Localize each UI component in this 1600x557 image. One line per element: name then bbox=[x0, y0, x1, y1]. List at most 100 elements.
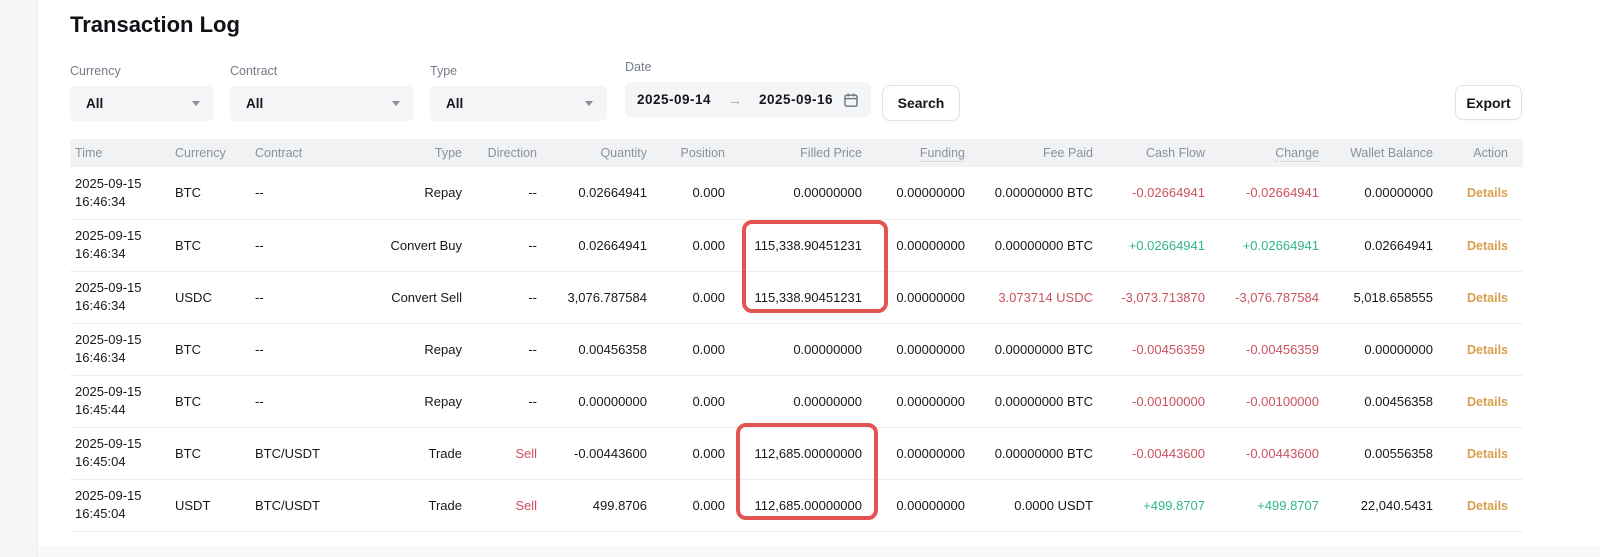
cell-time: 2025-09-15 16:46:34 bbox=[70, 167, 170, 220]
cell-time-text: 16:46:34 bbox=[75, 298, 126, 313]
details-link[interactable]: Details bbox=[1467, 394, 1508, 409]
column-header-wallet-balance: Wallet Balance bbox=[1327, 139, 1441, 167]
cell-contract: -- bbox=[250, 375, 390, 428]
transaction-table-body: 2025-09-15 16:46:34 BTC -- Repay -- 0.02… bbox=[70, 167, 1523, 532]
cell-action: Details bbox=[1441, 271, 1523, 324]
date-range-arrow-icon: → bbox=[728, 91, 742, 108]
currency-filter-label: Currency bbox=[70, 64, 121, 78]
column-header-filled-price: Filled Price bbox=[733, 139, 870, 167]
cell-time-text: 16:45:04 bbox=[75, 506, 126, 521]
calendar-icon[interactable] bbox=[843, 92, 859, 108]
cell-direction: -- bbox=[470, 323, 545, 376]
cell-currency: USDC bbox=[170, 271, 250, 324]
cell-time-text: 16:46:34 bbox=[75, 246, 126, 261]
cell-wallet-balance: 0.00000000 bbox=[1327, 167, 1441, 220]
cell-position: 0.000 bbox=[655, 375, 733, 428]
details-link[interactable]: Details bbox=[1467, 498, 1508, 513]
column-header-type: Type bbox=[390, 139, 470, 167]
cell-time: 2025-09-15 16:46:34 bbox=[70, 323, 170, 376]
cell-type: Trade bbox=[390, 427, 470, 480]
cell-funding: 0.00000000 bbox=[870, 375, 973, 428]
currency-select-value: All bbox=[86, 96, 104, 111]
cell-funding: 0.00000000 bbox=[870, 427, 973, 480]
details-link[interactable]: Details bbox=[1467, 186, 1508, 201]
cell-change: -0.00443600 bbox=[1213, 427, 1327, 480]
cell-cash-flow: -0.00443600 bbox=[1101, 427, 1213, 480]
type-select-value: All bbox=[446, 96, 464, 111]
date-filter-group: Date 2025-09-14 → 2025-09-16 bbox=[625, 60, 871, 117]
details-link[interactable]: Details bbox=[1467, 446, 1508, 461]
cell-contract: -- bbox=[250, 323, 390, 376]
cell-quantity: 0.02664941 bbox=[545, 167, 655, 220]
cell-position: 0.000 bbox=[655, 167, 733, 220]
cell-currency: BTC bbox=[170, 323, 250, 376]
column-header-time: Time bbox=[70, 139, 170, 167]
column-header-currency: Currency bbox=[170, 139, 250, 167]
table-row: 2025-09-15 16:46:34 BTC -- Repay -- 0.02… bbox=[70, 167, 1523, 220]
cell-contract: BTC/USDT bbox=[250, 427, 390, 480]
cell-position: 0.000 bbox=[655, 323, 733, 376]
cell-funding: 0.00000000 bbox=[870, 271, 973, 324]
cell-contract: -- bbox=[250, 167, 390, 220]
cell-fee-paid: 0.0000 USDT bbox=[973, 479, 1101, 532]
cell-filled-price: 0.00000000 bbox=[733, 375, 870, 428]
cell-change: +499.8707 bbox=[1213, 479, 1327, 532]
column-header-funding: Funding bbox=[870, 139, 973, 167]
cell-time: 2025-09-15 16:46:34 bbox=[70, 271, 170, 324]
cell-direction: -- bbox=[470, 375, 545, 428]
cell-currency: USDT bbox=[170, 479, 250, 532]
search-button[interactable]: Search bbox=[882, 85, 960, 121]
cell-position: 0.000 bbox=[655, 427, 733, 480]
cell-type: Trade bbox=[390, 479, 470, 532]
cell-cash-flow: +0.02664941 bbox=[1101, 219, 1213, 272]
contract-filter-group: Contract All bbox=[230, 64, 414, 121]
cell-filled-price: 115,338.90451231 bbox=[733, 219, 870, 272]
cell-type: Repay bbox=[390, 375, 470, 428]
export-button[interactable]: Export bbox=[1455, 85, 1522, 120]
cell-fee-paid: 0.00000000 BTC bbox=[973, 167, 1101, 220]
cell-date-text: 2025-09-15 bbox=[75, 488, 142, 503]
date-range-input[interactable]: 2025-09-14 → 2025-09-16 bbox=[625, 82, 871, 117]
table-row: 2025-09-15 16:45:44 BTC -- Repay -- 0.00… bbox=[70, 375, 1523, 428]
cell-cash-flow: -0.00456359 bbox=[1101, 323, 1213, 376]
cell-action: Details bbox=[1441, 219, 1523, 272]
table-row: 2025-09-15 16:45:04 BTC BTC/USDT Trade S… bbox=[70, 427, 1523, 480]
column-header-position: Position bbox=[655, 139, 733, 167]
cell-currency: BTC bbox=[170, 167, 250, 220]
cell-contract: -- bbox=[250, 219, 390, 272]
contract-select[interactable]: All bbox=[230, 86, 414, 121]
cell-change: -0.00100000 bbox=[1213, 375, 1327, 428]
cell-date-text: 2025-09-15 bbox=[75, 384, 142, 399]
cell-currency: BTC bbox=[170, 427, 250, 480]
cell-time-text: 16:46:34 bbox=[75, 350, 126, 365]
cell-time-text: 16:46:34 bbox=[75, 193, 126, 209]
column-header-fee-paid: Fee Paid bbox=[973, 139, 1101, 167]
cell-cash-flow: -3,073.713870 bbox=[1101, 271, 1213, 324]
cell-fee-paid: 0.00000000 BTC bbox=[973, 323, 1101, 376]
column-header-direction: Direction bbox=[470, 139, 545, 167]
left-rail bbox=[0, 0, 38, 557]
cell-fee-paid: 0.00000000 BTC bbox=[973, 375, 1101, 428]
cell-cash-flow: -0.00100000 bbox=[1101, 375, 1213, 428]
type-filter-label: Type bbox=[430, 64, 458, 78]
cell-fee-paid: 3.073714 USDC bbox=[973, 271, 1101, 324]
type-select[interactable]: All bbox=[430, 86, 607, 121]
cell-time: 2025-09-15 16:45:04 bbox=[70, 479, 170, 532]
cell-type: Repay bbox=[390, 167, 470, 220]
cell-fee-paid: 0.00000000 BTC bbox=[973, 219, 1101, 272]
cell-change: -0.00456359 bbox=[1213, 323, 1327, 376]
cell-filled-price: 115,338.90451231 bbox=[733, 271, 870, 324]
cell-contract: -- bbox=[250, 271, 390, 324]
details-link[interactable]: Details bbox=[1467, 290, 1508, 305]
currency-filter-group: Currency All bbox=[70, 64, 214, 121]
cell-currency: BTC bbox=[170, 375, 250, 428]
cell-fee-paid: 0.00000000 BTC bbox=[973, 427, 1101, 480]
currency-select[interactable]: All bbox=[70, 86, 214, 121]
table-header-row: Time Currency Contract Type Direction Qu… bbox=[70, 139, 1523, 167]
details-link[interactable]: Details bbox=[1467, 342, 1508, 357]
cell-wallet-balance: 5,018.658555 bbox=[1327, 271, 1441, 324]
date-end-value: 2025-09-16 bbox=[758, 92, 833, 107]
cell-time: 2025-09-15 16:45:04 bbox=[70, 427, 170, 480]
cell-time: 2025-09-15 16:45:44 bbox=[70, 375, 170, 428]
details-link[interactable]: Details bbox=[1467, 238, 1508, 253]
